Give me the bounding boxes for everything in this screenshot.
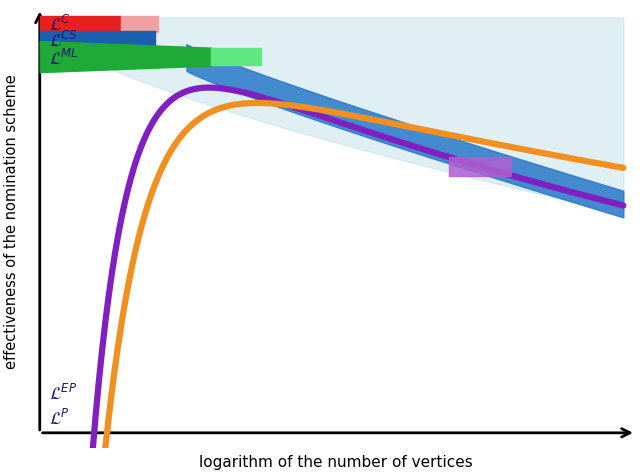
Text: $\mathcal{L}^C$: $\mathcal{L}^C$ xyxy=(49,15,71,34)
Text: $\mathcal{L}^{ML}$: $\mathcal{L}^{ML}$ xyxy=(49,49,79,68)
Text: effectiveness of the nomination scheme: effectiveness of the nomination scheme xyxy=(4,74,19,369)
Text: $\mathcal{L}^P$: $\mathcal{L}^P$ xyxy=(49,409,70,428)
Text: $\mathcal{L}^{EP}$: $\mathcal{L}^{EP}$ xyxy=(49,383,77,403)
Text: logarithm of the number of vertices: logarithm of the number of vertices xyxy=(199,455,473,470)
Text: $\mathcal{L}^{CS}$: $\mathcal{L}^{CS}$ xyxy=(49,31,78,50)
